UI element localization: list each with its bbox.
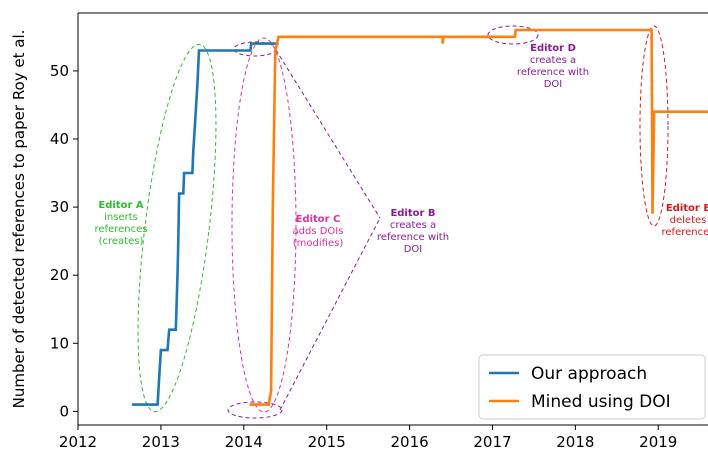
y-tick-label: 10: [50, 334, 69, 352]
annotation-line: reference with: [517, 67, 589, 78]
y-tick-label: 20: [50, 266, 69, 284]
series-line-our-approach: [131, 42, 279, 406]
y-axis-label: Number of detected references to paper R…: [10, 30, 28, 409]
x-tick-label: 2012: [59, 433, 97, 451]
y-tick-label: 50: [50, 62, 69, 80]
series-layer: [131, 28, 708, 406]
annotation-title: Editor D: [530, 43, 576, 54]
editor-e-ellipse: [639, 25, 669, 227]
x-tick-label: 2019: [639, 433, 677, 451]
annotation-title: Editor B: [390, 208, 435, 219]
annotation-layer: Editor Ainsertsreferences(creates)Editor…: [95, 25, 708, 419]
editor-a-ellipse: [137, 43, 217, 413]
editor-b-bottom-ellipse: [227, 401, 283, 419]
annotation-title: Editor E: [666, 203, 708, 214]
annotation-line: adds DOIs: [293, 226, 344, 237]
editor-b-connector-top: [275, 49, 381, 219]
x-tick-label: 2013: [142, 433, 180, 451]
annotation-title: Editor C: [296, 214, 341, 225]
y-tick-label: 0: [59, 402, 69, 420]
annotation-title: Editor A: [98, 200, 143, 211]
annotation-line: references: [95, 224, 148, 235]
annotation-line: references: [662, 227, 708, 238]
editor-c-ellipse: [231, 37, 297, 413]
x-tick-label: 2016: [390, 433, 428, 451]
legend-box: [478, 354, 706, 420]
y-tick-label: 30: [50, 198, 69, 216]
annotation-line: reference with: [377, 232, 449, 243]
legend-label: Our approach: [531, 364, 647, 384]
annotation-line: creates a: [390, 220, 436, 231]
series-line-mined-using-doi: [249, 28, 708, 406]
legend-label: Mined using DOI: [531, 392, 671, 412]
x-tick-label: 2018: [556, 433, 594, 451]
annotation-line: DOI: [404, 244, 423, 255]
legend: Our approach Mined using DOI: [478, 354, 706, 420]
axes-layer: 2012 2013 2014 2015 2016 2017 2018 2019 0 10 20 30 4…: [50, 12, 708, 451]
editor-d-ellipse: [487, 25, 539, 45]
annotation-line: creates a: [530, 55, 576, 66]
annotation-line: inserts: [104, 212, 138, 223]
annotation-line: DOI: [544, 79, 563, 90]
x-tick-label: 2017: [473, 433, 511, 451]
annotation-line: (creates): [99, 236, 144, 247]
annotation-line: (modifies): [293, 238, 344, 249]
editor-e-annotation: Editor Edeletesreferences: [662, 203, 708, 238]
editor-b-connector-bottom: [279, 217, 381, 411]
annotation-line: deletes: [670, 215, 707, 226]
x-tick-label: 2015: [308, 433, 346, 451]
x-tick-label: 2014: [225, 433, 263, 451]
y-tick-label: 40: [50, 130, 69, 148]
